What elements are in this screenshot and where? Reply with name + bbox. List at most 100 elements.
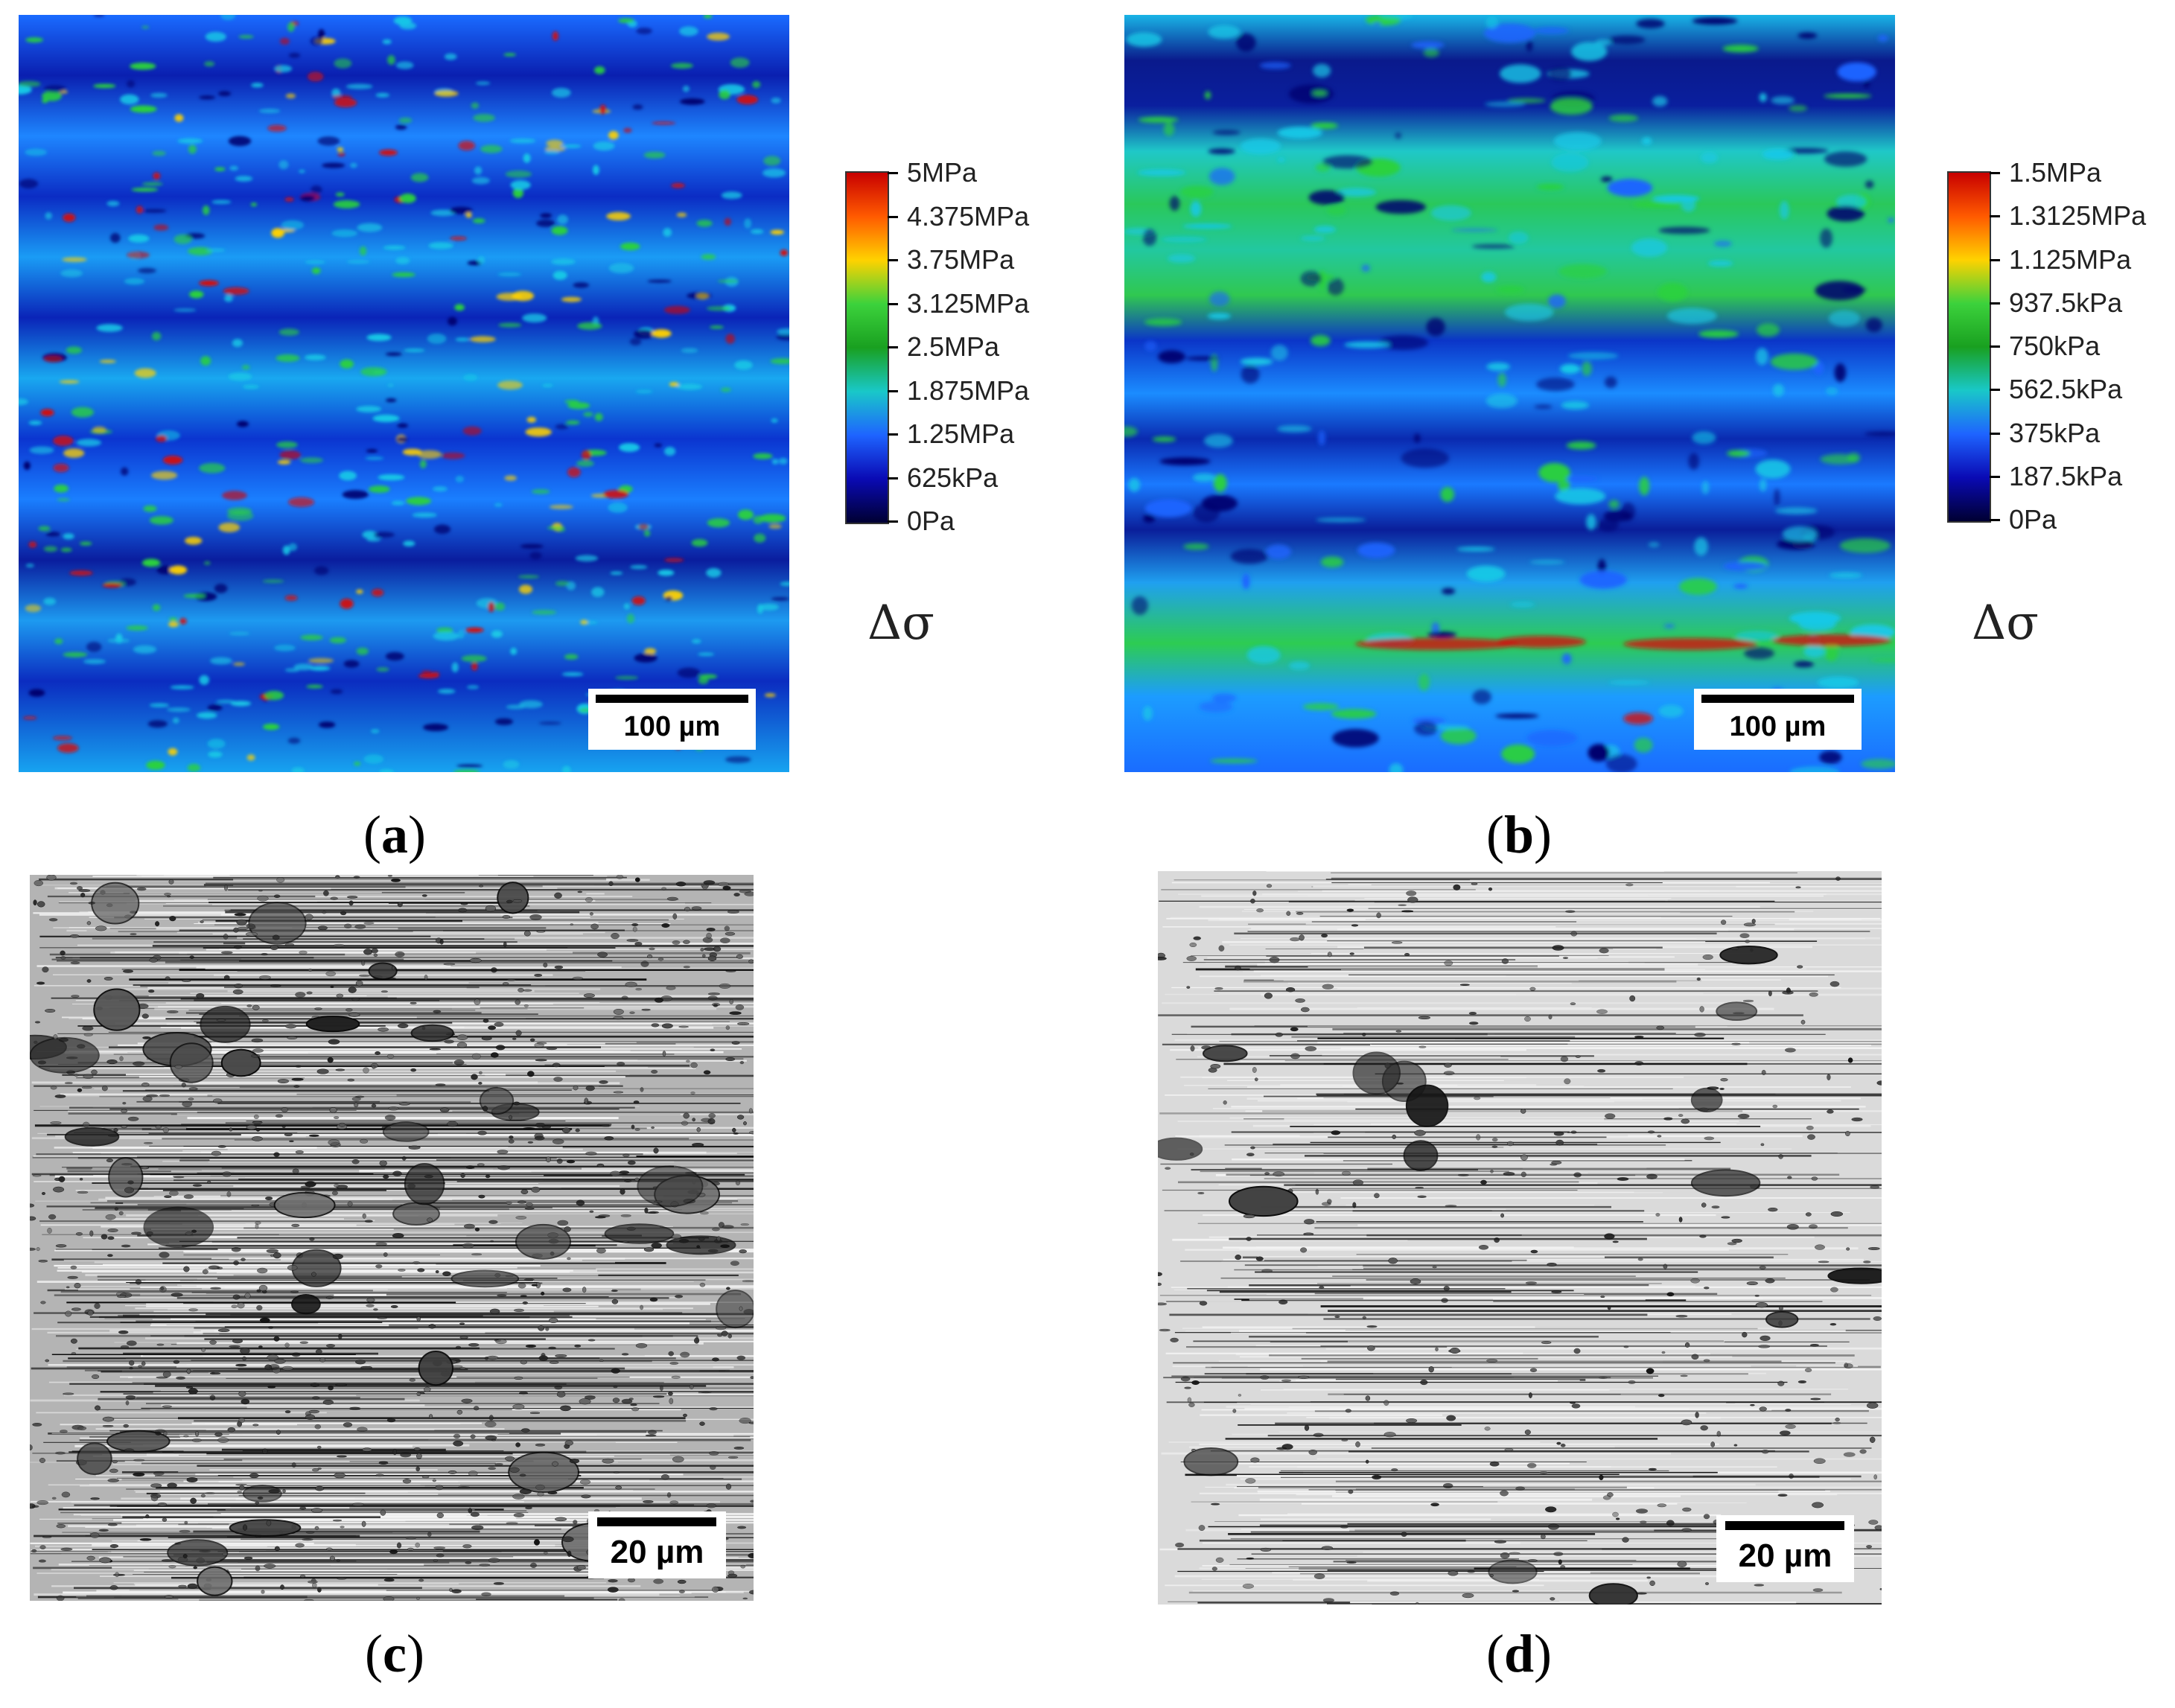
stress-hotspot: [434, 90, 459, 97]
stress-hotspot: [734, 360, 753, 370]
debris-particle: [739, 1060, 745, 1065]
colorbar-b-tick: [1990, 432, 2000, 435]
debris-particle: [703, 880, 716, 885]
debris-particle: [505, 1456, 515, 1462]
stress-hotspot: [519, 700, 543, 709]
debris-particle: [316, 1445, 322, 1449]
stress-hotspot: [1510, 602, 1535, 608]
stress-hotspot: [1608, 500, 1620, 509]
debris-particle: [1575, 1055, 1581, 1058]
stress-hotspot: [1561, 401, 1590, 410]
debris-particle: [217, 1328, 230, 1333]
debris-particle: [299, 1574, 306, 1578]
stress-hotspot: [276, 354, 300, 362]
debris-particle: [39, 1458, 45, 1463]
stress-hotspot: [542, 383, 553, 387]
debris-particle: [471, 1525, 484, 1530]
debris-particle: [295, 1543, 305, 1548]
stress-hotspot: [1679, 578, 1717, 595]
debris-particle: [1383, 1432, 1396, 1438]
stress-hotspot: [1566, 441, 1596, 450]
stress-hotspot: [66, 346, 83, 354]
debris-particle: [133, 1472, 145, 1476]
debris-particle: [712, 1227, 720, 1231]
debris-particle: [646, 955, 653, 959]
debris-particle: [81, 1086, 92, 1089]
debris-particle: [468, 1342, 480, 1347]
debris-particle: [1835, 1417, 1840, 1422]
stress-hotspot: [177, 138, 203, 144]
debris-particle: [699, 1211, 709, 1215]
debris-particle: [266, 1249, 279, 1253]
debris-particle: [402, 1479, 412, 1484]
debris-particle: [418, 1578, 424, 1582]
debris-particle: [727, 1570, 735, 1575]
stress-hotspot: [1395, 132, 1401, 139]
debris-particle: [364, 1220, 373, 1223]
debris-particle: [451, 1589, 462, 1594]
debris-particle: [386, 1054, 395, 1059]
debris-particle: [651, 1023, 660, 1027]
debris-particle: [722, 1225, 734, 1229]
stress-hotspot: [1782, 526, 1817, 542]
debris-particle: [372, 1065, 376, 1069]
debris-particle: [537, 1491, 544, 1497]
debris-particle: [1808, 1224, 1818, 1229]
caption-b: (b): [1485, 805, 1552, 864]
debris-particle: [1810, 1398, 1821, 1401]
debris-particle: [1512, 1590, 1520, 1593]
stress-hotspot: [1497, 372, 1506, 387]
debris-particle: [168, 879, 174, 885]
stress-hotspot: [310, 36, 323, 46]
debris-particle: [164, 1595, 173, 1599]
debris-particle: [1570, 931, 1578, 937]
debris-particle: [509, 1115, 512, 1120]
stress-hotspot: [418, 673, 439, 679]
debris-particle: [36, 1500, 49, 1505]
debris-particle: [368, 962, 398, 981]
stress-hotspot: [1781, 147, 1829, 154]
stress-hotspot: [709, 325, 725, 329]
stress-hotspot: [149, 516, 173, 525]
debris-particle: [339, 1122, 345, 1127]
stress-hotspot: [1124, 426, 1138, 437]
stress-hotspot: [40, 409, 54, 417]
stress-hotspot: [1144, 499, 1192, 517]
stress-hotspot: [1192, 473, 1216, 482]
debris-particle: [267, 1385, 276, 1389]
debris-particle: [1866, 1402, 1879, 1409]
debris-particle: [1704, 1136, 1715, 1141]
debris-particle: [1281, 1379, 1292, 1382]
debris-particle: [227, 1427, 236, 1433]
debris-particle: [515, 999, 520, 1005]
stress-hotspot: [287, 22, 295, 32]
scale-bar-line: [597, 1517, 716, 1526]
debris-particle: [317, 1587, 322, 1593]
debris-particle: [1754, 1294, 1760, 1297]
debris-particle: [525, 1344, 537, 1348]
stress-hotspot: [399, 193, 416, 203]
stress-hotspot: [308, 657, 334, 663]
debris-particle: [334, 1383, 348, 1386]
stress-hotspot: [1865, 317, 1882, 333]
debris-particle: [1684, 1342, 1690, 1348]
debris-particle: [232, 1294, 241, 1300]
stress-hotspot: [469, 336, 496, 342]
debris-particle: [494, 1462, 503, 1466]
colorbar-b-tick: [1990, 302, 2000, 305]
debris-particle: [1560, 1056, 1569, 1062]
stress-hotspot: [575, 555, 599, 562]
stress-hotspot: [754, 533, 766, 543]
debris-particle: [678, 1590, 685, 1593]
stress-hotspot: [311, 267, 321, 274]
stress-hotspot: [549, 504, 573, 509]
debris-particle: [456, 1034, 468, 1040]
stress-hotspot: [1485, 393, 1518, 408]
debris-particle: [112, 1460, 118, 1464]
stress-hotspot: [62, 257, 87, 262]
stress-hotspot: [1313, 63, 1331, 78]
debris-particle: [255, 1501, 260, 1505]
debris-particle: [33, 899, 37, 906]
debris-particle: [410, 1024, 454, 1042]
debris-particle: [220, 951, 233, 955]
